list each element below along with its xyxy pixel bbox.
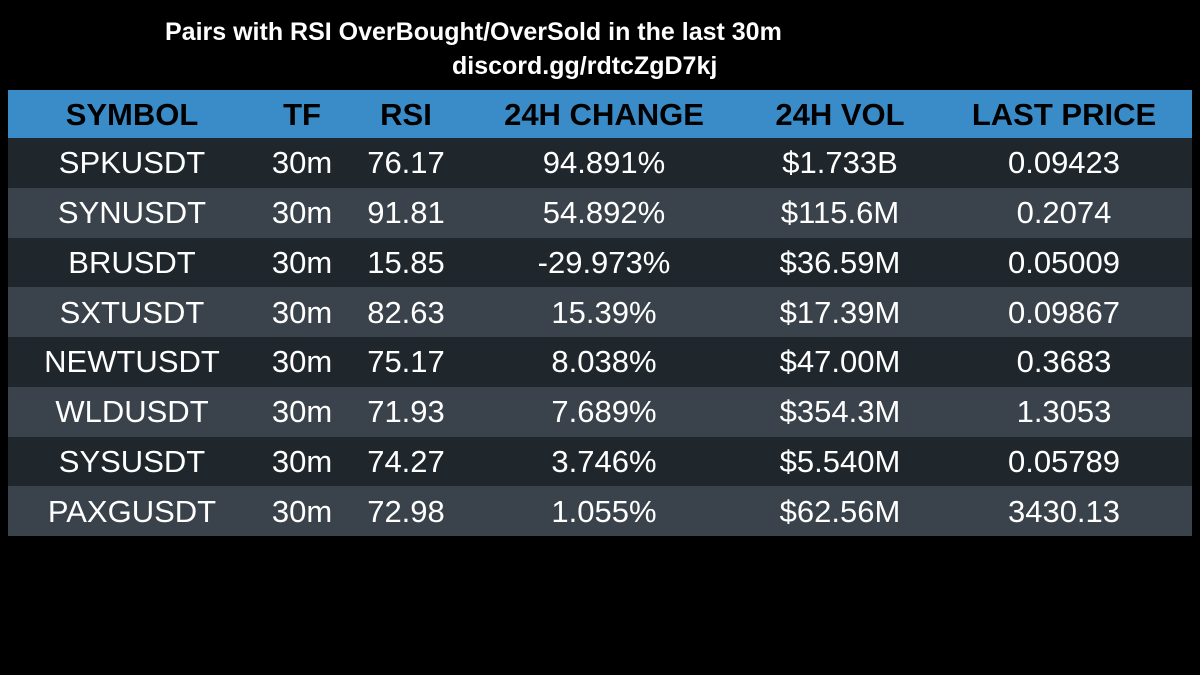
cell-tf: 30m [271,195,333,231]
header-24h-vol: 24H VOL [775,96,905,132]
cell-rsi: 91.81 [367,195,445,231]
cell-24h-vol: $115.6M [780,195,900,231]
cell-24h-change: 1.055% [551,493,657,529]
cell-last-price: 0.3683 [1016,344,1112,380]
table-row: SYSUSDT 30m 74.27 3.746% $5.540M 0.05789 [8,436,1192,487]
cell-24h-vol: $1.733B [782,145,898,181]
table-row: SPKUSDT 30m 76.17 94.891% $1.733B 0.0942… [8,138,1192,188]
cell-rsi: 76.17 [367,145,445,181]
cell-tf: 30m [271,244,333,280]
cell-tf: 30m [271,443,333,479]
cell-24h-change: 8.038% [551,344,657,380]
cell-last-price: 3430.13 [1007,493,1121,529]
cell-tf: 30m [271,394,333,430]
cell-symbol: WLDUSDT [55,394,209,430]
cell-rsi: 72.98 [367,493,445,529]
cell-24h-change: 3.746% [551,443,657,479]
cell-rsi: 75.17 [367,344,445,380]
table-row: NEWTUSDT 30m 75.17 8.038% $47.00M 0.3683 [8,337,1192,387]
cell-24h-change: 7.689% [551,394,657,430]
cell-symbol: SYSUSDT [58,443,206,479]
cell-symbol: SXTUSDT [59,294,205,330]
cell-rsi: 74.27 [367,443,445,479]
cell-24h-vol: $36.59M [779,244,901,280]
cell-rsi: 82.63 [367,294,445,330]
page-title: Pairs with RSI OverBought/OverSold in th… [165,18,782,46]
header-rsi: RSI [380,96,432,132]
cell-symbol: SPKUSDT [58,145,206,181]
cell-24h-change: -29.973% [537,244,671,280]
cell-last-price: 0.09423 [1007,145,1121,181]
table-row: BRUSDT 30m 15.85 -29.973% $36.59M 0.0500… [8,237,1192,288]
cell-last-price: 0.2074 [1016,195,1112,231]
cell-tf: 30m [271,344,333,380]
cell-tf: 30m [271,294,333,330]
cell-symbol: SYNUSDT [57,195,207,231]
cell-24h-change: 54.892% [542,195,666,231]
cell-24h-vol: $5.540M [779,443,901,479]
cell-24h-vol: $354.3M [779,394,901,430]
cell-last-price: 0.05789 [1007,443,1121,479]
rsi-table: SYMBOL TF RSI 24H CHANGE 24H VOL LAST PR… [8,90,1192,536]
header-symbol: SYMBOL [65,96,199,132]
cell-24h-change: 15.39% [551,294,657,330]
cell-rsi: 71.93 [367,394,445,430]
discord-link[interactable]: discord.gg/rdtcZgD7kj [452,52,718,80]
header-24h-change: 24H CHANGE [504,96,704,132]
cell-24h-vol: $62.56M [779,493,901,529]
header-last-price: LAST PRICE [971,96,1157,132]
cell-last-price: 1.3053 [1016,394,1112,430]
header-tf: TF [283,96,321,132]
table-row: PAXGUSDT 30m 72.98 1.055% $62.56M 3430.1… [8,486,1192,536]
table-row: WLDUSDT 30m 71.93 7.689% $354.3M 1.3053 [8,386,1192,437]
cell-last-price: 0.09867 [1007,294,1121,330]
cell-24h-vol: $47.00M [779,344,901,380]
cell-tf: 30m [271,493,333,529]
cell-tf: 30m [271,145,333,181]
table-row: SYNUSDT 30m 91.81 54.892% $115.6M 0.2074 [8,187,1192,238]
cell-24h-vol: $17.39M [779,294,901,330]
cell-rsi: 15.85 [367,244,445,280]
table-row: SXTUSDT 30m 82.63 15.39% $17.39M 0.09867 [8,287,1192,337]
cell-24h-change: 94.891% [542,145,666,181]
table-header-row: SYMBOL TF RSI 24H CHANGE 24H VOL LAST PR… [8,90,1192,138]
cell-symbol: BRUSDT [68,244,196,280]
cell-symbol: PAXGUSDT [47,493,217,529]
cell-symbol: NEWTUSDT [44,344,220,380]
cell-last-price: 0.05009 [1007,244,1121,280]
